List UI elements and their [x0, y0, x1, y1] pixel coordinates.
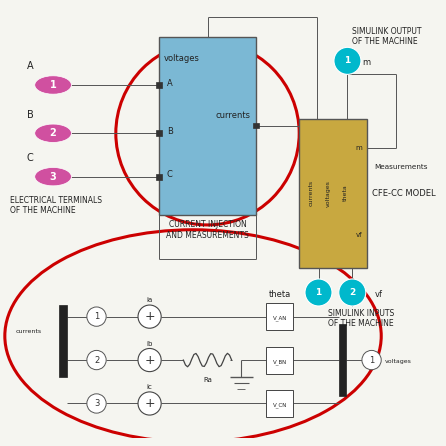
Text: B: B [167, 127, 173, 136]
Text: vf: vf [375, 290, 383, 299]
Bar [339, 324, 347, 396]
Text: 2: 2 [94, 355, 99, 364]
Text: SIMULINK INPUTS
OF THE MACHINE: SIMULINK INPUTS OF THE MACHINE [328, 309, 394, 328]
Text: 2: 2 [50, 128, 57, 138]
Circle shape [339, 279, 366, 306]
Text: C: C [27, 153, 33, 163]
Text: C: C [167, 170, 173, 179]
Circle shape [87, 307, 106, 326]
Text: 3: 3 [94, 399, 99, 408]
Text: currents: currents [308, 180, 313, 206]
Text: V_CN: V_CN [273, 403, 287, 408]
Bar [157, 174, 162, 180]
Text: V_AN: V_AN [273, 316, 287, 322]
Text: +: + [145, 310, 155, 323]
Circle shape [138, 392, 161, 415]
Text: currents: currents [15, 329, 41, 334]
Text: currents: currents [216, 112, 251, 120]
Ellipse shape [35, 76, 71, 94]
Text: +: + [145, 354, 155, 367]
Bar [253, 123, 259, 128]
Text: 1: 1 [94, 312, 99, 321]
Text: theta: theta [343, 185, 348, 202]
Bar [157, 130, 162, 136]
Text: theta: theta [269, 290, 292, 299]
Text: 1: 1 [369, 355, 374, 364]
Circle shape [87, 394, 106, 413]
Bar [157, 82, 162, 88]
Bar [59, 305, 66, 377]
Text: V_BN: V_BN [273, 359, 287, 365]
Text: 1: 1 [315, 288, 322, 297]
Ellipse shape [35, 124, 71, 142]
Bar [266, 303, 293, 330]
Text: voltages: voltages [164, 54, 200, 63]
Circle shape [362, 351, 381, 370]
Bar [159, 37, 256, 215]
Text: Measurements: Measurements [375, 164, 428, 170]
Text: ic: ic [147, 384, 153, 390]
Text: Ra: Ra [203, 377, 212, 384]
Text: m: m [355, 145, 363, 151]
Bar [266, 390, 293, 417]
Text: 1: 1 [344, 56, 351, 66]
Text: m: m [362, 58, 370, 67]
Ellipse shape [35, 168, 71, 186]
Text: CURRENT INJECTION
AND MEASUREMENTS: CURRENT INJECTION AND MEASUREMENTS [166, 220, 249, 240]
Circle shape [87, 351, 106, 370]
Text: A: A [27, 62, 33, 71]
Text: A: A [167, 78, 173, 87]
Text: voltages: voltages [326, 180, 330, 206]
Text: vf: vf [356, 231, 362, 238]
Text: 1: 1 [50, 80, 57, 90]
Circle shape [334, 47, 361, 74]
Text: B: B [27, 110, 33, 120]
Circle shape [138, 348, 161, 372]
Text: +: + [145, 397, 155, 410]
Bar [266, 347, 293, 374]
Bar [299, 119, 367, 268]
Text: ib: ib [146, 341, 153, 347]
Text: ELECTRICAL TERMINALS
OF THE MACHINE: ELECTRICAL TERMINALS OF THE MACHINE [10, 196, 102, 215]
Text: 2: 2 [349, 288, 355, 297]
Text: 3: 3 [50, 172, 57, 182]
Text: voltages: voltages [385, 359, 412, 364]
Text: ia: ia [146, 297, 153, 303]
Text: SIMULINK OUTPUT
OF THE MACHINE: SIMULINK OUTPUT OF THE MACHINE [352, 27, 422, 46]
Text: CFE-CC MODEL: CFE-CC MODEL [372, 189, 435, 198]
Circle shape [305, 279, 332, 306]
Circle shape [138, 305, 161, 328]
